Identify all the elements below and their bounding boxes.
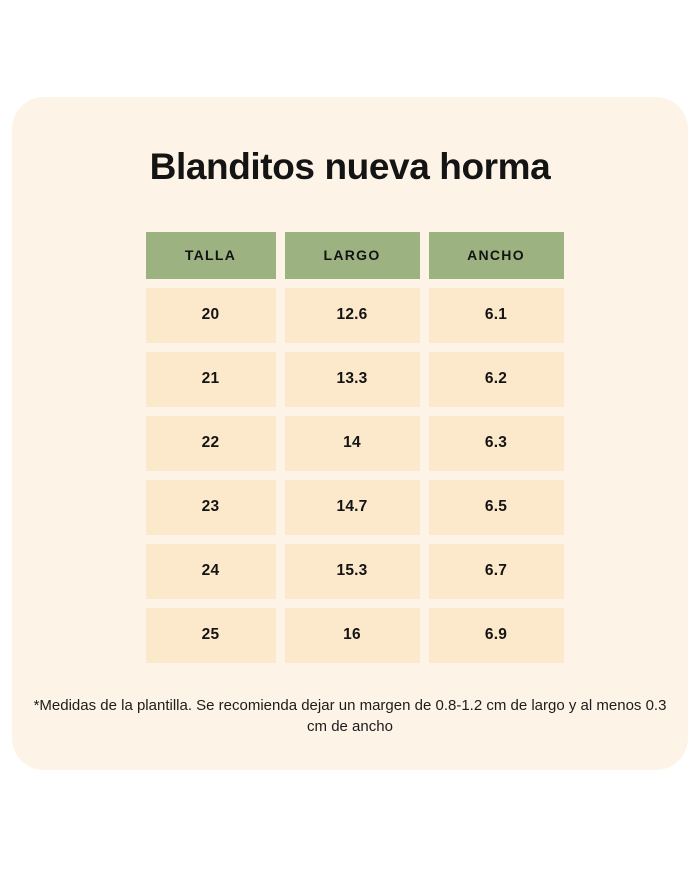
column-header-ancho: ANCHO: [428, 231, 564, 279]
measurement-footnote: *Medidas de la plantilla. Se recomienda …: [33, 696, 667, 736]
cell-ancho: 6.3: [428, 415, 564, 471]
cell-largo: 15.3: [284, 543, 420, 599]
table-header-row: TALLA LARGO ANCHO: [145, 231, 564, 279]
table-row: 22 14 6.3: [145, 415, 564, 471]
page-title: Blanditos nueva horma: [149, 146, 551, 187]
cell-talla: 20: [145, 287, 276, 343]
cell-talla: 21: [145, 351, 276, 407]
cell-largo: 12.6: [284, 287, 420, 343]
cell-ancho: 6.5: [428, 479, 564, 535]
table-row: 24 15.3 6.7: [145, 543, 564, 599]
table-row: 21 13.3 6.2: [145, 351, 564, 407]
cell-largo: 14.7: [284, 479, 420, 535]
cell-talla: 23: [145, 479, 276, 535]
cell-talla: 22: [145, 415, 276, 471]
cell-ancho: 6.2: [428, 351, 564, 407]
size-chart-card: Blanditos nueva horma TALLA LARGO ANCHO …: [12, 97, 688, 770]
cell-largo: 16: [284, 607, 420, 663]
cell-talla: 25: [145, 607, 276, 663]
size-table: TALLA LARGO ANCHO 20 12.6 6.1 21 13.3 6.…: [145, 231, 564, 663]
table-row: 20 12.6 6.1: [145, 287, 564, 343]
column-header-talla: TALLA: [145, 231, 276, 279]
table-row: 23 14.7 6.5: [145, 479, 564, 535]
cell-largo: 14: [284, 415, 420, 471]
column-header-largo: LARGO: [284, 231, 420, 279]
cell-ancho: 6.7: [428, 543, 564, 599]
cell-ancho: 6.9: [428, 607, 564, 663]
cell-ancho: 6.1: [428, 287, 564, 343]
cell-talla: 24: [145, 543, 276, 599]
table-row: 25 16 6.9: [145, 607, 564, 663]
cell-largo: 13.3: [284, 351, 420, 407]
